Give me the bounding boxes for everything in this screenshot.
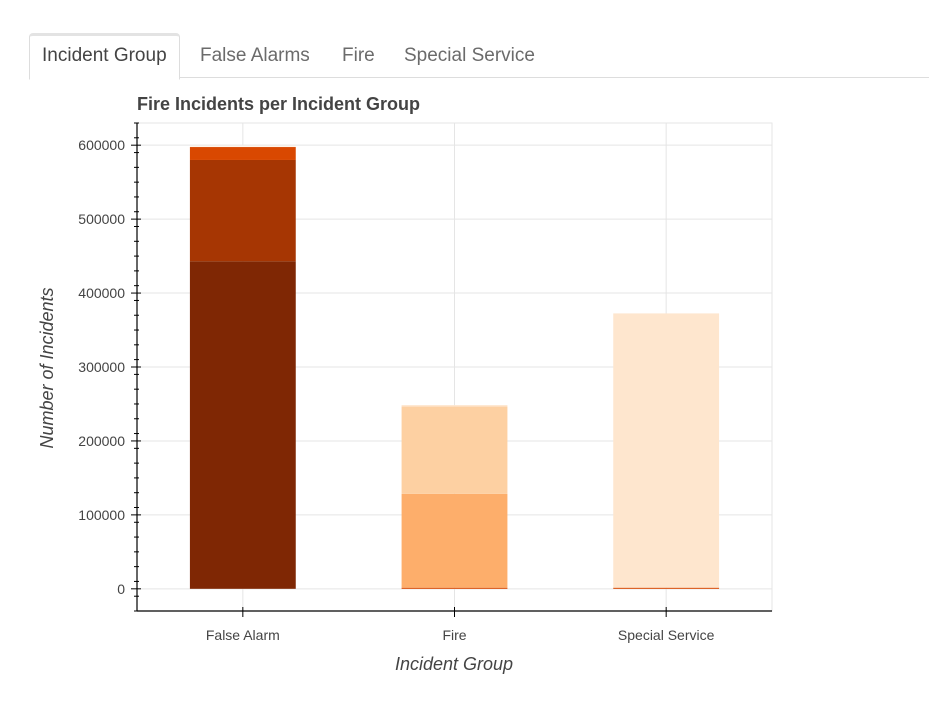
bar-segment	[189, 159, 296, 262]
tab-false-alarms[interactable]: False Alarms	[200, 45, 310, 66]
bar-segment	[401, 406, 508, 494]
y-tick-label: 100000	[78, 507, 125, 523]
x-tick-label: Special Service	[618, 627, 715, 643]
y-tick-label: 600000	[78, 137, 125, 153]
y-tick-label: 300000	[78, 359, 125, 375]
y-tick-label: 200000	[78, 433, 125, 449]
tab-special-service[interactable]: Special Service	[404, 45, 535, 66]
y-tick-label: 400000	[78, 285, 125, 301]
tab-incident-group[interactable]: Incident Group	[29, 33, 180, 80]
bar-segment	[189, 261, 296, 589]
y-tick-label: 500000	[78, 211, 125, 227]
bar-segment	[401, 587, 508, 589]
tab-bar: Incident Group False Alarms Fire Special…	[29, 33, 929, 80]
bar-segment	[189, 145, 296, 148]
bar-segment	[613, 313, 720, 588]
y-axis-label: Number of Incidents	[37, 287, 57, 448]
tab-fire[interactable]: Fire	[342, 45, 375, 66]
x-tick-label: False Alarm	[206, 627, 280, 643]
bar-segment	[613, 587, 720, 589]
chart-title: Fire Incidents per Incident Group	[137, 94, 420, 114]
chart-bars	[189, 145, 720, 589]
bar-segment	[189, 147, 296, 160]
x-axis-label: Incident Group	[395, 654, 513, 674]
bar-segment	[401, 493, 508, 588]
chart-axes: 0 100000 200000 300000 400000 500000 600000 Fal…	[78, 122, 772, 643]
x-tick-label: Fire	[442, 627, 466, 643]
y-tick-label: 0	[117, 581, 125, 597]
bar-segment	[401, 405, 508, 407]
